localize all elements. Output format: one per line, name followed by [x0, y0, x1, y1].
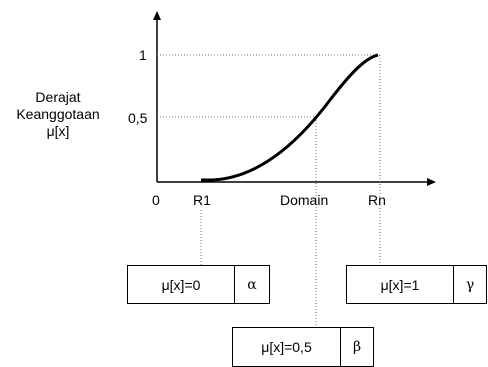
- y-tick-one: 1: [139, 47, 147, 63]
- x-tick-origin: 0: [152, 192, 160, 208]
- alpha-symbol: α: [247, 276, 257, 293]
- guide-lines: [157, 54, 381, 327]
- gamma-symbol: γ: [465, 276, 475, 293]
- y-axis-arrow: [153, 11, 161, 20]
- x-axis-arrow: [427, 178, 436, 186]
- y-axis-title-line2: Keanggotaan: [16, 106, 100, 122]
- x-tick-domain: Domain: [280, 192, 329, 208]
- y-axis-title: Derajat Keanggotaan μ[x]: [8, 89, 108, 139]
- beta-symbol: β: [352, 339, 362, 355]
- y-axis-title-line1: Derajat: [35, 89, 81, 105]
- alpha-expression: μ[x]=0: [128, 266, 235, 303]
- membership-curve: [201, 53, 379, 182]
- beta-expression: μ[x]=0,5: [233, 328, 341, 366]
- y-tick-half: 0,5: [128, 110, 148, 126]
- x-tick-rn: Rn: [368, 192, 386, 208]
- gamma-box: μ[x]=1 γ: [346, 265, 487, 304]
- y-axis-title-line3: μ[x]: [46, 123, 70, 139]
- beta-box: μ[x]=0,5 β: [232, 327, 374, 367]
- gamma-expression: μ[x]=1: [347, 266, 454, 303]
- alpha-box: μ[x]=0 α: [127, 265, 270, 304]
- x-tick-r1: R1: [193, 192, 211, 208]
